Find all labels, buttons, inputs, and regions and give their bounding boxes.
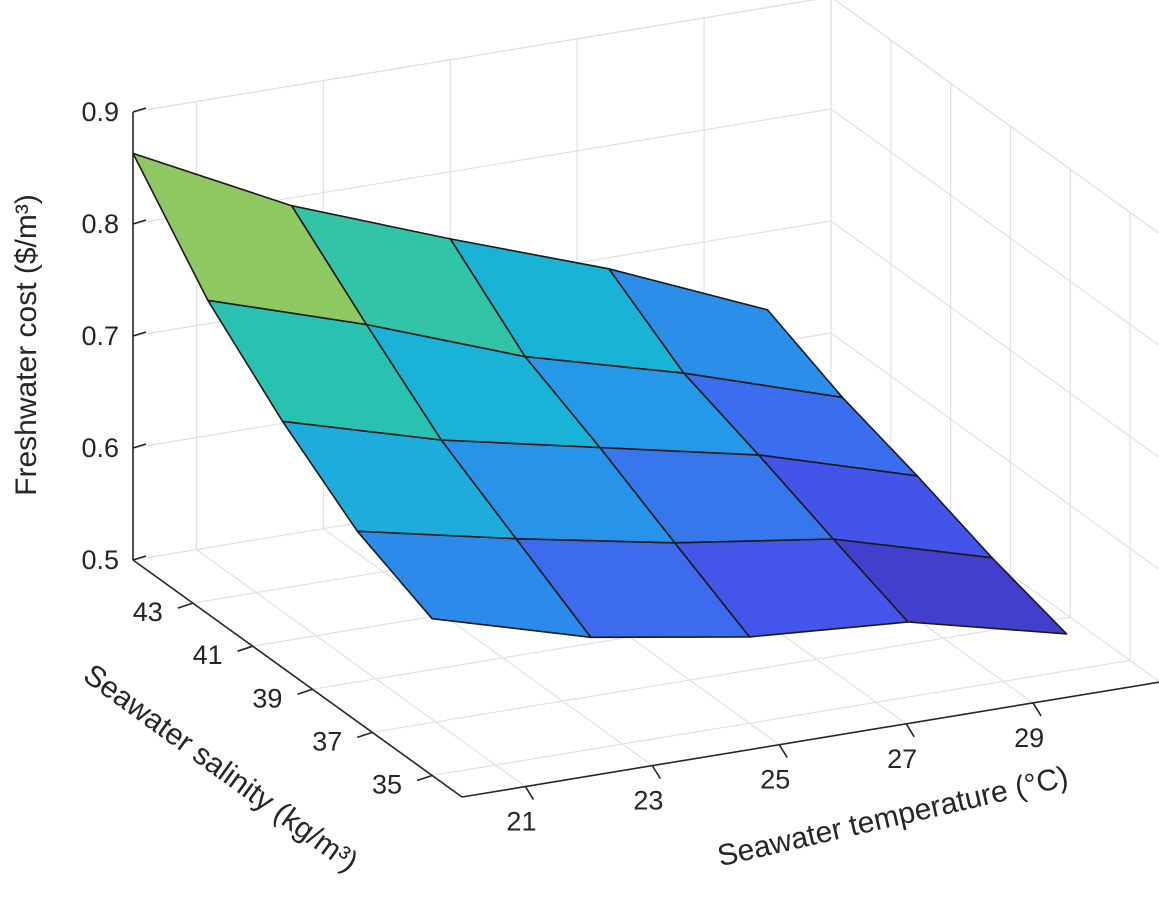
sidewall-gridline-z: [830, 332, 1159, 571]
x-tick-label: 23: [633, 786, 663, 816]
x-tick: [778, 744, 788, 759]
x-tick-label: 27: [887, 744, 917, 774]
y-tick: [237, 645, 253, 652]
y-tick-label: 37: [312, 726, 342, 756]
z-tick-label: 0.6: [81, 433, 119, 463]
y-axis-line: [132, 559, 463, 798]
y-tick-label: 43: [133, 597, 163, 627]
z-axis-label: Freshwater cost ($/m³): [10, 194, 43, 496]
x-axis-line: [461, 681, 1159, 798]
z-tick: [132, 219, 147, 225]
y-tick: [177, 602, 194, 609]
y-tick-label: 39: [252, 683, 282, 713]
y-tick-label: 35: [372, 769, 402, 799]
z-tick: [132, 443, 147, 449]
sidewall-gridline-z: [830, 108, 1159, 347]
x-tick-label: 25: [760, 765, 790, 795]
y-axis-label: Seawater salinity (kg/m³): [77, 658, 363, 879]
z-tick-label: 0.5: [81, 545, 119, 575]
x-tick-label: 21: [506, 807, 536, 837]
x-tick: [1032, 702, 1042, 717]
x-tick-label: 29: [1014, 723, 1044, 753]
sidewall-gridline-z: [830, 220, 1159, 459]
z-tick-label: 0.9: [81, 97, 119, 127]
x-tick: [905, 723, 915, 738]
z-tick: [132, 331, 147, 337]
y-tick: [297, 688, 313, 696]
x-tick: [651, 765, 662, 780]
z-tick-label: 0.8: [81, 209, 119, 239]
z-tick-label: 0.7: [81, 321, 119, 351]
surface-cell: [132, 152, 368, 326]
floor-gridline-y: [372, 616, 1071, 733]
floor-gridline-x: [196, 549, 526, 788]
sidewall-top-edge: [834, 0, 1159, 235]
axis-layer: 21 23 25 27 29 35 37 39 41 43 0.5 0.6 0.7 0.8 0.9: [81, 97, 1159, 837]
backwall-top-edge: [132, 0, 817, 113]
z-tick: [132, 555, 147, 561]
z-tick: [132, 107, 147, 113]
floor-gridline-y: [431, 659, 1131, 777]
x-tick: [524, 786, 535, 800]
y-tick: [416, 774, 433, 782]
surface-layer: [132, 152, 1068, 639]
floor-gridline-x: [323, 528, 653, 767]
y-tick-label: 41: [193, 640, 223, 670]
y-tick: [357, 731, 373, 739]
sidewall-gridline-z: [834, 0, 1159, 235]
